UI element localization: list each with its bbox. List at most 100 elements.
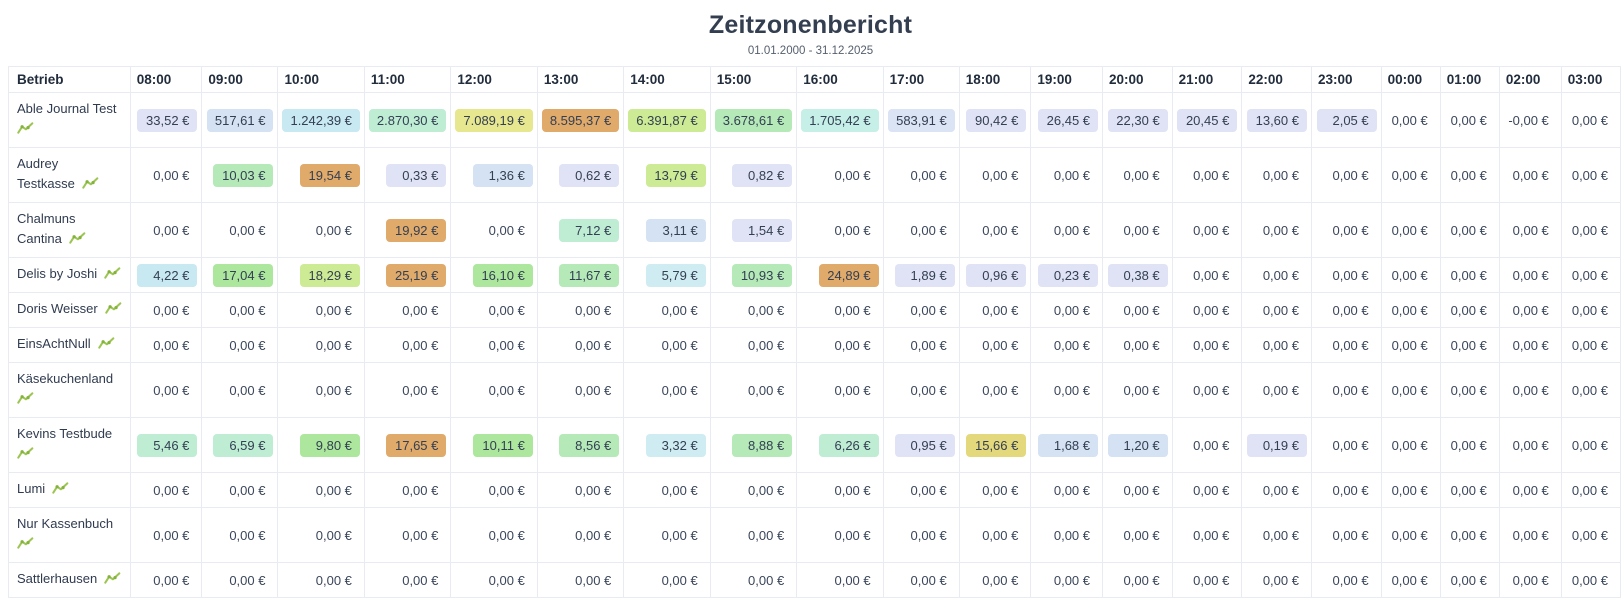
value-cell-09-00: 17,04 €	[201, 257, 279, 293]
business-name: Nur Kassenbuch	[17, 516, 114, 531]
value-cell-18-00: 0,96 €	[958, 257, 1032, 293]
value-pill: 6,26 €	[818, 433, 879, 457]
value-pill: 13,60 €	[1246, 108, 1307, 132]
column-header-12-00: 12:00	[450, 66, 538, 93]
value-cell-21-00: 20,45 €	[1171, 92, 1243, 148]
line-chart-icon[interactable]	[17, 536, 34, 556]
value-pill: 0,33 €	[386, 163, 447, 187]
value-text: 0,00 €	[1512, 167, 1549, 183]
value-pill: 9,80 €	[299, 433, 360, 457]
line-chart-icon[interactable]	[82, 176, 99, 196]
value-pill: 8,56 €	[559, 433, 620, 457]
value-text: 0,00 €	[910, 222, 947, 238]
value-text: 0,00 €	[1123, 482, 1160, 498]
value-text: 0,00 €	[1512, 222, 1549, 238]
value-pill: 26,45 €	[1038, 108, 1099, 132]
value-text: 0,00 €	[1391, 167, 1428, 183]
value-text: 0,00 €	[229, 222, 266, 238]
value-cell-22-00: 0,00 €	[1241, 292, 1312, 328]
value-text: 0,00 €	[315, 572, 352, 588]
column-header-16-00: 16:00	[796, 66, 884, 93]
value-pill: 1.705,42 €	[801, 108, 879, 132]
value-cell-11-00: 0,33 €	[363, 147, 452, 203]
value-text: 0,00 €	[1512, 572, 1549, 588]
value-pill: 10,11 €	[472, 433, 533, 457]
value-text: 0,00 €	[575, 382, 612, 398]
value-cell-13-00: 11,67 €	[536, 257, 625, 293]
value-text: 0,00 €	[910, 382, 947, 398]
line-chart-icon[interactable]	[104, 301, 122, 321]
value-text: 0,00 €	[153, 167, 190, 183]
line-chart-icon[interactable]	[52, 481, 69, 501]
value-cell-14-00: 5,79 €	[623, 257, 711, 293]
value-cell-00-00: 0,00 €	[1380, 202, 1441, 258]
value-cell-14-00: 0,00 €	[623, 362, 711, 418]
value-cell-22-00: 0,00 €	[1241, 327, 1312, 363]
value-cell-21-00: 0,00 €	[1171, 562, 1243, 598]
value-cell-17-00: 583,91 €	[882, 92, 960, 148]
value-text: 0,00 €	[575, 482, 612, 498]
value-cell-21-00: 0,00 €	[1171, 417, 1243, 473]
value-text: 0,00 €	[488, 382, 525, 398]
value-cell-01-00: 0,00 €	[1439, 292, 1500, 328]
value-cell-03-00: 0,00 €	[1560, 362, 1621, 418]
value-cell-00-00: 0,00 €	[1380, 507, 1441, 563]
value-text: 0,00 €	[982, 302, 1019, 318]
column-header-15-00: 15:00	[709, 66, 798, 93]
value-cell-23-00: 0,00 €	[1310, 292, 1382, 328]
value-cell-17-00: 0,00 €	[882, 472, 960, 508]
line-chart-icon[interactable]	[69, 231, 86, 251]
value-text: 0,00 €	[661, 527, 698, 543]
value-text: 0,00 €	[1391, 267, 1428, 283]
value-cell-14-00: 0,00 €	[623, 472, 711, 508]
line-chart-icon[interactable]	[104, 571, 121, 591]
value-cell-21-00: 0,00 €	[1171, 472, 1243, 508]
value-cell-11-00: 0,00 €	[363, 327, 452, 363]
value-cell-03-00: 0,00 €	[1560, 507, 1621, 563]
value-cell-11-00: 0,00 €	[363, 472, 452, 508]
value-cell-10-00: 0,00 €	[277, 562, 365, 598]
value-pill: 1,20 €	[1107, 433, 1168, 457]
value-cell-22-00: 0,00 €	[1241, 147, 1312, 203]
value-cell-03-00: 0,00 €	[1560, 562, 1621, 598]
value-text: 0,00 €	[1193, 382, 1230, 398]
value-text: 0,00 €	[1391, 337, 1428, 353]
value-cell-14-00: 3,32 €	[623, 417, 711, 473]
line-chart-icon[interactable]	[17, 446, 34, 466]
line-chart-icon[interactable]	[97, 336, 115, 356]
value-text: 0,00 €	[910, 527, 947, 543]
value-cell-00-00: 0,00 €	[1380, 472, 1441, 508]
column-header-01-00: 01:00	[1439, 66, 1500, 93]
value-cell-02-00: 0,00 €	[1498, 327, 1562, 363]
value-cell-12-00: 0,00 €	[450, 562, 538, 598]
value-cell-09-00: 10,03 €	[201, 147, 279, 203]
business-name-cell: Sattlerhausen	[8, 562, 131, 598]
value-text: 0,00 €	[1053, 382, 1091, 398]
table-row: Kevins Testbude 5,46 € 6,59 € 9,80 € 17,65 €…	[8, 417, 1621, 473]
value-cell-18-00: 90,42 €	[958, 92, 1032, 148]
value-cell-15-00: 0,82 €	[709, 147, 798, 203]
value-text: 0,00 €	[315, 482, 352, 498]
business-name-cell: Lumi	[8, 472, 131, 508]
value-text: 0,00 €	[661, 482, 698, 498]
line-chart-icon[interactable]	[17, 121, 34, 141]
value-pill: 90,42 €	[966, 108, 1027, 132]
value-text: 0,00 €	[1391, 112, 1428, 128]
report-title: Zeitzonenbericht	[708, 11, 913, 39]
line-chart-icon[interactable]	[17, 391, 34, 411]
business-name: Sattlerhausen	[17, 571, 98, 586]
business-name-cell: Delis by Joshi	[8, 257, 131, 293]
value-text: 0,00 €	[1193, 302, 1230, 318]
value-pill: 11,67 €	[559, 263, 620, 287]
value-cell-16-00: 0,00 €	[796, 292, 884, 328]
table-row: Sattlerhausen 0,00 € 0,00 € 0,00 € 0,00 € 0,0…	[8, 562, 1621, 598]
value-cell-20-00: 22,30 €	[1102, 92, 1173, 148]
value-pill: 19,92 €	[386, 218, 447, 242]
column-header-08-00: 08:00	[129, 66, 203, 93]
line-chart-icon[interactable]	[104, 266, 121, 286]
value-cell-08-00: 5,46 €	[129, 417, 203, 473]
value-cell-21-00: 0,00 €	[1171, 327, 1243, 363]
value-cell-08-00: 0,00 €	[129, 292, 203, 328]
value-text: 0,00 €	[982, 337, 1019, 353]
value-cell-00-00: 0,00 €	[1380, 92, 1441, 148]
